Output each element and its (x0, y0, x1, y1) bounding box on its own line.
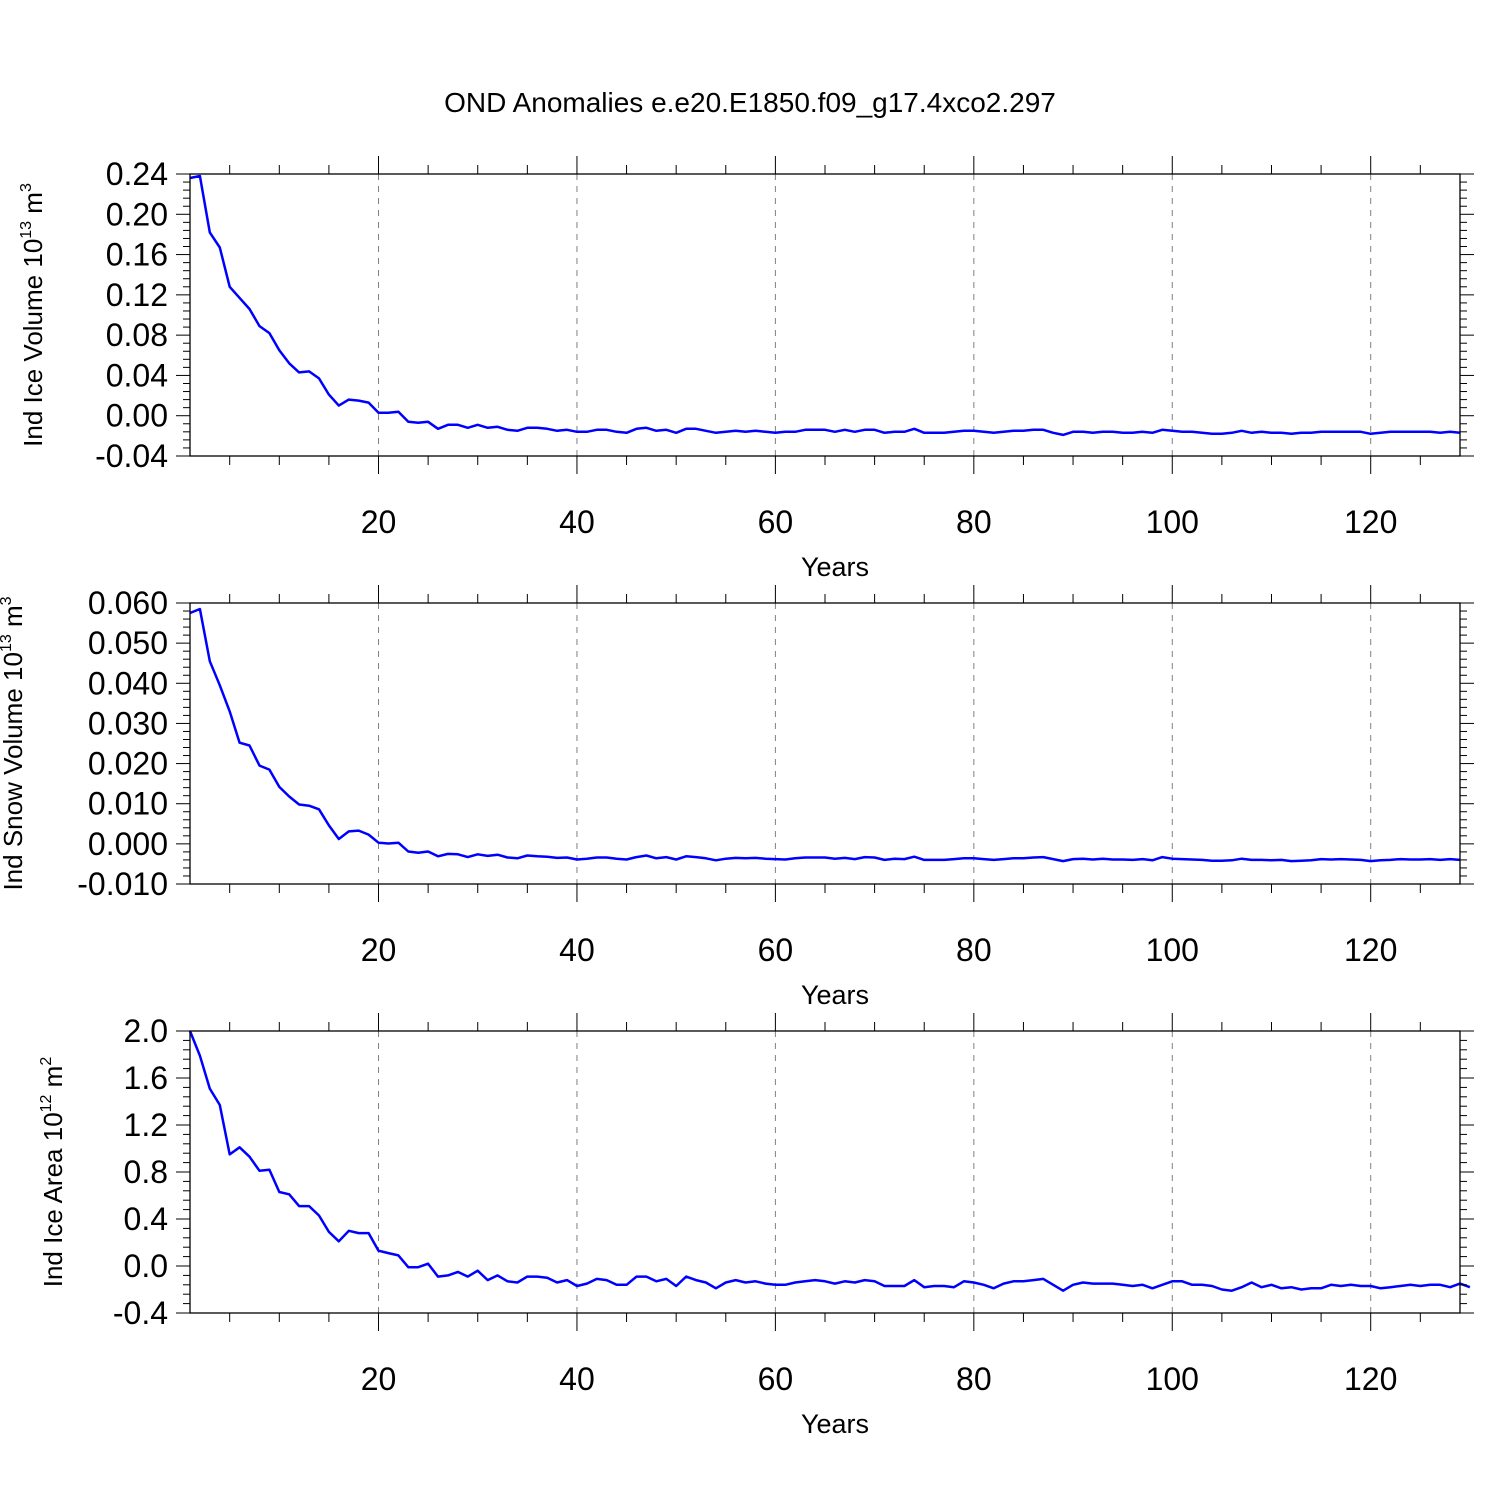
x-axis-label: Years (801, 552, 869, 582)
y-tick-label: 0.04 (106, 357, 168, 393)
y-tick-label: 0.08 (106, 317, 168, 353)
plot-frame (189, 1030, 1461, 1314)
x-tick-label: 40 (559, 932, 595, 968)
panel-1: 20 40 60 80 100 120 Years -0.04 0.00 0.04 0.08 0.12… (18, 156, 1474, 582)
x-tick-label: 60 (758, 504, 794, 540)
x-tick-label: 60 (758, 932, 794, 968)
y-tick-label: 0.000 (88, 826, 168, 862)
y-tick-label: 0.4 (124, 1201, 168, 1237)
y-tick-label: 0.010 (88, 786, 168, 822)
y-tick-label: 0.8 (124, 1154, 168, 1190)
x-tick-label: 80 (956, 1361, 992, 1397)
y-tick-label: 0.16 (106, 237, 168, 273)
y-tick-label: 0.060 (88, 585, 168, 621)
x-tick-label: 80 (956, 504, 992, 540)
y-tick-label: -0.4 (113, 1295, 168, 1331)
y-tick-label: 0.12 (106, 277, 168, 313)
y-tick-label: -0.04 (95, 438, 168, 474)
panel-3: 20 40 60 80 100 120 Years -0.4 0.0 0.4 0.8 1.2 1.6 2.… (38, 1013, 1474, 1439)
y-tick-label: 2.0 (124, 1013, 168, 1049)
data-line (189, 607, 1461, 863)
y-tick-label: 0.050 (88, 625, 168, 661)
data-line (188, 1030, 1471, 1292)
data-line (189, 174, 1461, 437)
y-tick-label: 1.6 (124, 1060, 168, 1096)
x-tick-label: 80 (956, 932, 992, 968)
panel-2: 20 40 60 80 100 120 Years -0.010 0.000 0.010 0.020… (0, 585, 1474, 1010)
figure-title: OND Anomalies e.e20.E1850.f09_g17.4xco2.… (444, 87, 1056, 118)
x-tick-label: 20 (361, 1361, 397, 1397)
x-tick-label: 40 (559, 504, 595, 540)
x-tick-label: 100 (1146, 504, 1199, 540)
y-tick-label: 0.030 (88, 705, 168, 741)
x-tick-label: 20 (361, 504, 397, 540)
y-axis-label: Ind Snow Volume 1013 m3 (0, 596, 28, 890)
x-tick-label: 100 (1146, 932, 1199, 968)
x-tick-label: 20 (361, 932, 397, 968)
y-axis-label: Ind Ice Volume 1013 m3 (18, 183, 48, 447)
x-tick-label: 120 (1344, 932, 1397, 968)
x-axis-label: Years (801, 1409, 869, 1439)
x-axis-label: Years (801, 980, 869, 1010)
x-tick-label: 120 (1344, 1361, 1397, 1397)
x-tick-label: 60 (758, 1361, 794, 1397)
y-tick-label: 0.24 (106, 156, 168, 192)
x-tick-label: 120 (1344, 504, 1397, 540)
y-tick-label: 0.00 (106, 398, 168, 434)
x-tick-label: 100 (1146, 1361, 1199, 1397)
y-axis-label: Ind Ice Area 1012 m2 (38, 1057, 68, 1288)
x-tick-label: 40 (559, 1361, 595, 1397)
y-tick-label: 0.040 (88, 665, 168, 701)
y-tick-label: -0.010 (77, 866, 168, 902)
y-tick-label: 0.020 (88, 746, 168, 782)
y-tick-label: 0.20 (106, 196, 168, 232)
y-tick-label: 1.2 (124, 1107, 168, 1143)
y-tick-label: 0.0 (124, 1248, 168, 1284)
